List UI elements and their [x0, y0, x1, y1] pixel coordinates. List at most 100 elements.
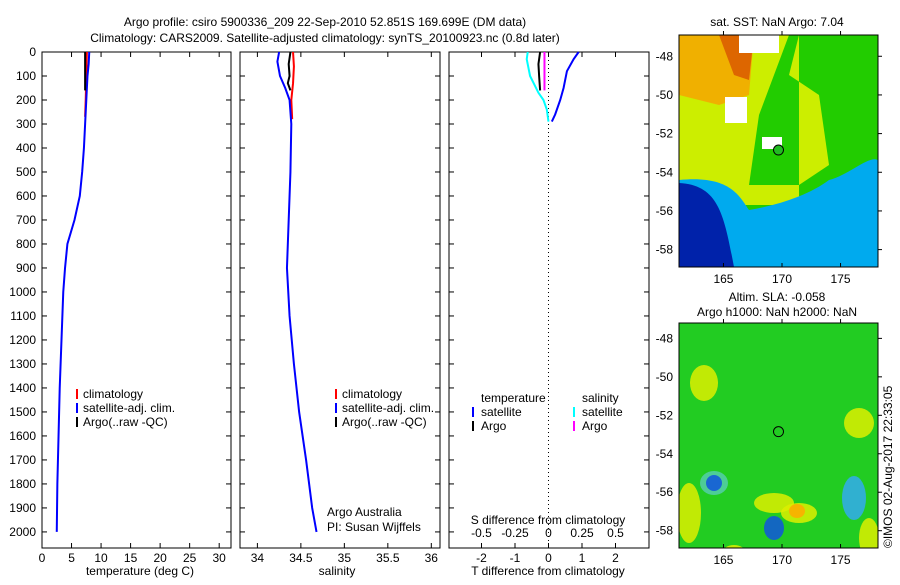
difference-xlabel: T difference from climatology [471, 564, 625, 578]
x-tick-label: 36 [425, 551, 439, 565]
lat-tick-label: -50 [656, 88, 674, 102]
y-tick-label: 1700 [9, 453, 36, 467]
lon-tick-label: 175 [831, 272, 851, 286]
title-line-1: Argo profile: csiro 5900336_209 22-Sep-2… [124, 15, 526, 29]
sla-map-title: Altim. SLA: -0.058 [729, 290, 826, 304]
y-tick-label: 1500 [9, 405, 36, 419]
lon-tick-label: 165 [713, 553, 733, 567]
title-line-2: Climatology: CARS2009. Satellite-adjuste… [90, 31, 560, 45]
y-tick-label: 1800 [9, 477, 36, 491]
difference-panel: -2 -1 0 1 2 -0.5 -0.25 0 0.25 0.5 temperature salin… [448, 51, 650, 565]
lat-tick-label: -52 [656, 408, 674, 422]
legend-label: Argo(..raw -QC) [342, 415, 427, 429]
series-line-temperature-argo [537, 51, 542, 91]
salinity-panel: 34 34.5 35 35.5 36 climatologysatellite-adj. … [239, 51, 441, 565]
sst-map-title: sat. SST: NaN Argo: 7.04 [710, 15, 844, 29]
y-tick-label: 1400 [9, 381, 36, 395]
lat-tick-label: -56 [656, 204, 674, 218]
temperature-panel: 0 5 10 15 20 25 300100200300400500600700800900… [9, 45, 232, 565]
y-tick-label: 1900 [9, 501, 36, 515]
salinity-xlabel: salinity [319, 564, 356, 578]
y-tick-label: 300 [16, 117, 36, 131]
legend-label: Argo(..raw -QC) [83, 415, 168, 429]
legend-label: climatology [83, 387, 143, 401]
sla-anomaly [859, 518, 878, 548]
legend-label: climatology [342, 387, 402, 401]
sla-anomaly [789, 504, 805, 518]
lat-tick-label: -58 [656, 524, 674, 538]
missing-data [725, 97, 747, 123]
series-line-temperature-satellite [550, 51, 580, 123]
x-tick-label: 20 [153, 551, 167, 565]
sla-anomaly [679, 483, 701, 543]
x-tick-label: 15 [124, 551, 138, 565]
legend-label: Argo [582, 419, 608, 433]
s-tick-label: 0 [545, 526, 552, 540]
sla-anomaly [690, 365, 718, 401]
y-tick-label: 700 [16, 213, 36, 227]
map-frame [678, 322, 879, 549]
legend-header: salinity [582, 391, 619, 405]
lat-tick-label: -48 [656, 49, 674, 63]
x-tick-label: 5 [68, 551, 75, 565]
x-tick-label: 34 [251, 551, 265, 565]
lat-tick-label: -58 [656, 243, 674, 257]
x-tick-label: 2 [612, 551, 619, 565]
x-tick-label: 10 [94, 551, 108, 565]
series-line-argo-raw-qc- [286, 51, 292, 91]
series-line-satellite-adj-clim- [276, 51, 318, 533]
legend-label: satellite-adj. clim. [83, 401, 175, 415]
x-tick-label: -1 [510, 551, 521, 565]
map-field [679, 35, 878, 267]
x-tick-label: -2 [476, 551, 487, 565]
lon-tick-label: 170 [772, 272, 792, 286]
legend-label: Argo [481, 419, 507, 433]
y-tick-label: 800 [16, 237, 36, 251]
y-tick-label: 1000 [9, 285, 36, 299]
y-tick-label: 0 [29, 45, 36, 59]
s-tick-label: -0.5 [471, 526, 492, 540]
series-line-climatology [290, 51, 295, 120]
legend-label: satellite [582, 405, 623, 419]
s-tick-label: 0.25 [570, 526, 594, 540]
sst-map: 165 170 175 -48 -50 -52 -54 -56 -58 [656, 31, 882, 286]
sla-anomaly [724, 545, 744, 548]
argo-position-marker [773, 144, 784, 156]
lon-tick-label: 170 [772, 553, 792, 567]
argo-position-marker [773, 426, 784, 438]
plot-frame [239, 51, 441, 549]
plot-frame [448, 51, 650, 549]
credit-text: Argo Australia [327, 505, 402, 519]
series-line-salinity-satellite [525, 51, 550, 122]
series-line-satellite-adj-clim- [55, 51, 91, 532]
y-tick-label: 600 [16, 189, 36, 203]
lat-tick-label: -50 [656, 370, 674, 384]
lon-tick-label: 165 [713, 272, 733, 286]
pi-text: PI: Susan Wijffels [327, 520, 421, 534]
y-tick-label: 1200 [9, 333, 36, 347]
sla-anomaly [842, 476, 866, 520]
y-tick-label: 200 [16, 93, 36, 107]
s-tick-label: 0.5 [607, 526, 624, 540]
imos-stamp: ©IMOS 02-Aug-2017 22:33:05 [881, 385, 895, 548]
lat-tick-label: -54 [656, 447, 674, 461]
sla-map-title-2: Argo h1000: NaN h2000: NaN [697, 305, 857, 319]
x-tick-label: 0 [545, 551, 552, 565]
x-tick-label: 30 [213, 551, 227, 565]
x-tick-label: 1 [579, 551, 586, 565]
y-tick-label: 400 [16, 141, 36, 155]
y-tick-label: 900 [16, 261, 36, 275]
x-tick-label: 35.5 [376, 551, 400, 565]
cool-region [679, 159, 878, 267]
y-tick-label: 1300 [9, 357, 36, 371]
y-tick-label: 1100 [10, 309, 36, 323]
x-tick-label: 25 [183, 551, 197, 565]
cold-region [679, 183, 734, 267]
lon-tick-label: 175 [831, 553, 851, 567]
difference-xlabel-s: S difference from climatology [471, 513, 626, 527]
temperature-xlabel: temperature (deg C) [86, 564, 194, 578]
plot-frame [41, 51, 232, 549]
sla-map: 165 170 175 -48 -50 -52 -54 -56 -58 [656, 319, 882, 567]
sla-anomaly [844, 408, 874, 438]
